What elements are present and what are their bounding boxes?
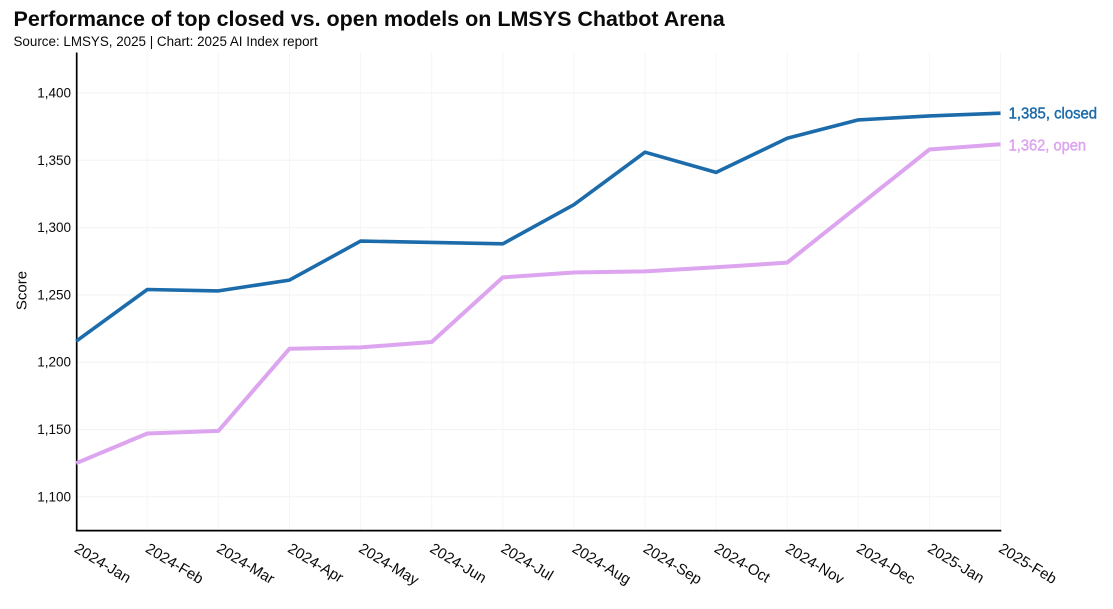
svg-text:1,250: 1,250 bbox=[37, 287, 71, 302]
svg-text:1,385, closed: 1,385, closed bbox=[1009, 106, 1098, 123]
svg-text:1,362, open: 1,362, open bbox=[1009, 138, 1087, 155]
svg-text:1,100: 1,100 bbox=[37, 489, 71, 504]
svg-text:Performance of top closed vs.: Performance of top closed vs. open model… bbox=[14, 7, 726, 31]
svg-text:Source: LMSYS, 2025 | Chart: 2: Source: LMSYS, 2025 | Chart: 2025 AI Ind… bbox=[14, 34, 318, 49]
svg-text:1,300: 1,300 bbox=[37, 220, 71, 235]
svg-text:1,150: 1,150 bbox=[37, 422, 71, 437]
svg-text:1,350: 1,350 bbox=[37, 153, 71, 168]
svg-text:1,400: 1,400 bbox=[37, 86, 71, 101]
svg-text:1,200: 1,200 bbox=[37, 355, 71, 370]
svg-text:Score: Score bbox=[13, 271, 30, 310]
